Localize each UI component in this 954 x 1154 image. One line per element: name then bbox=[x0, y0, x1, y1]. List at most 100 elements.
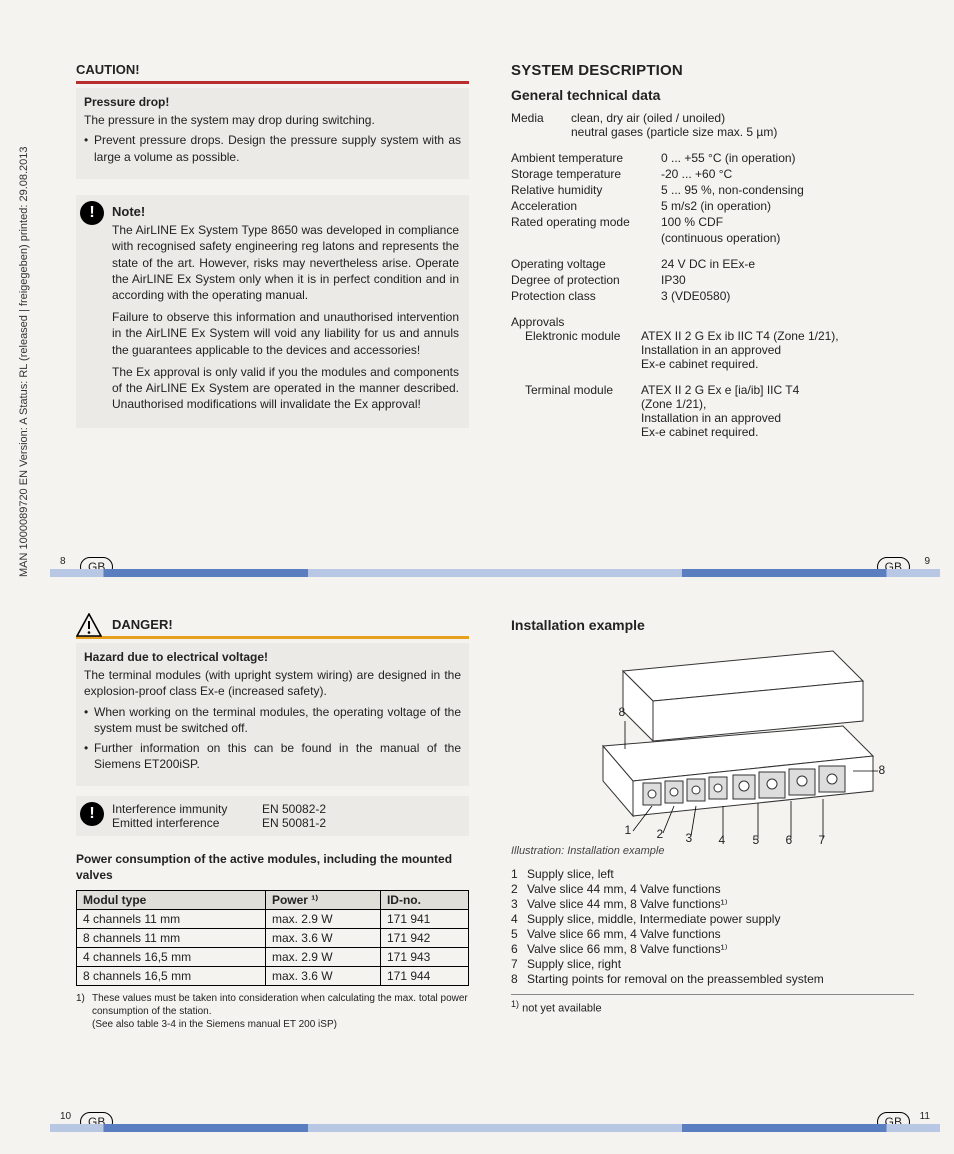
app2-v4: Ex-e cabinet required. bbox=[641, 425, 914, 439]
page-9: SYSTEM DESCRIPTION General technical dat… bbox=[495, 22, 940, 577]
exclamation-icon: ! bbox=[80, 802, 104, 826]
caution-line1: The pressure in the system may drop duri… bbox=[84, 112, 461, 128]
danger-sub: Hazard due to electrical voltage! bbox=[84, 649, 461, 665]
spec-key: Degree of protection bbox=[511, 273, 661, 287]
table-cell: max. 3.6 W bbox=[265, 928, 380, 947]
illus-label-4: 4 bbox=[719, 833, 726, 847]
install-foot: not yet available bbox=[522, 1003, 602, 1015]
table-header: ID-no. bbox=[380, 890, 468, 909]
table-cell: 171 943 bbox=[380, 947, 468, 966]
legend-item: 5Valve slice 66 mm, 4 Valve functions bbox=[511, 927, 914, 941]
installation-illustration: 8 1 2 3 4 5 6 7 8 bbox=[533, 641, 893, 841]
interf-r1v: EN 50082-2 bbox=[262, 802, 326, 816]
legend-item: 7Supply slice, right bbox=[511, 957, 914, 971]
footnote-rule bbox=[511, 994, 914, 995]
note-title: Note! bbox=[112, 203, 459, 221]
table-cell: 171 942 bbox=[380, 928, 468, 947]
table-header: Modul type bbox=[77, 890, 266, 909]
app1-k: Elektronic module bbox=[525, 329, 641, 371]
install-foot-marker: 1) bbox=[511, 999, 519, 1009]
app1-v3: Ex-e cabinet required. bbox=[641, 357, 914, 371]
caution-box: Pressure drop! The pressure in the syste… bbox=[76, 88, 469, 179]
danger-b2: Further information on this can be found… bbox=[84, 740, 461, 772]
app2-v1: ATEX II 2 G Ex e [ia/ib] IIC T4 bbox=[641, 383, 914, 397]
power-table: Modul typePower ¹⁾ID-no. 4 channels 11 m… bbox=[76, 890, 469, 986]
page-11: Installation example bbox=[495, 577, 940, 1132]
legend-item: 8Starting points for removal on the prea… bbox=[511, 972, 914, 986]
exclamation-icon: ! bbox=[80, 201, 104, 225]
pwr-title: Power consumption of the active modules,… bbox=[76, 852, 469, 883]
sysdesc-h1: SYSTEM DESCRIPTION bbox=[511, 62, 914, 79]
table-row: 4 channels 16,5 mmmax. 2.9 W171 943 bbox=[77, 947, 469, 966]
legend-item: 6Valve slice 66 mm, 8 Valve functions¹⁾ bbox=[511, 942, 914, 956]
warning-triangle-icon bbox=[76, 613, 102, 637]
illus-caption: Illustration: Installation example bbox=[511, 845, 914, 857]
spec-val: 5 ... 95 %, non-condensing bbox=[661, 183, 914, 197]
illus-label-3: 3 bbox=[686, 831, 693, 845]
page-number: 11 bbox=[920, 1111, 930, 1122]
illus-label-6: 6 bbox=[786, 833, 793, 847]
table-cell: 8 channels 11 mm bbox=[77, 928, 266, 947]
caution-rule bbox=[76, 81, 469, 84]
spec-key: Rated operating mode bbox=[511, 215, 661, 229]
footer-bar bbox=[495, 569, 940, 577]
spec-key: Acceleration bbox=[511, 199, 661, 213]
table-row: 8 channels 11 mmmax. 3.6 W171 942 bbox=[77, 928, 469, 947]
app2-v3: Installation in an approved bbox=[641, 411, 914, 425]
spec-key: Ambient temperature bbox=[511, 151, 661, 165]
danger-line1: The terminal modules (with upright syste… bbox=[84, 667, 461, 699]
note-p2: Failure to observe this information and … bbox=[112, 309, 459, 358]
media-v2: neutral gases (particle size max. 5 µm) bbox=[571, 125, 914, 139]
table-cell: 4 channels 11 mm bbox=[77, 909, 266, 928]
interf-r1k: Interference immunity bbox=[112, 802, 262, 816]
interference-box: ! Interference immunityEN 50082-2 Emitte… bbox=[76, 796, 469, 836]
spec-key bbox=[511, 231, 661, 245]
page-8: CAUTION! Pressure drop! The pressure in … bbox=[50, 22, 495, 577]
spec-val: 0 ... +55 °C (in operation) bbox=[661, 151, 914, 165]
legend-item: 4Supply slice, middle, Intermediate powe… bbox=[511, 912, 914, 926]
app2-v2: (Zone 1/21), bbox=[641, 397, 914, 411]
caution-title: CAUTION! bbox=[76, 62, 469, 77]
interf-r2k: Emitted interference bbox=[112, 816, 262, 830]
table-cell: 4 channels 16,5 mm bbox=[77, 947, 266, 966]
spec-val: 24 V DC in EEx-e bbox=[661, 257, 914, 271]
table-row: 4 channels 11 mmmax. 2.9 W171 941 bbox=[77, 909, 469, 928]
spec-val: 100 % CDF bbox=[661, 215, 914, 229]
page-number: 9 bbox=[924, 556, 930, 567]
table-cell: 171 944 bbox=[380, 966, 468, 985]
footer-bar bbox=[50, 1124, 495, 1132]
spec-val: IP30 bbox=[661, 273, 914, 287]
app1-v2: Installation in an approved bbox=[641, 343, 914, 357]
sysdesc-h2: General technical data bbox=[511, 87, 914, 103]
spec-val: 3 (VDE0580) bbox=[661, 289, 914, 303]
spec-key: Protection class bbox=[511, 289, 661, 303]
table-cell: max. 2.9 W bbox=[265, 947, 380, 966]
spec-key: Storage temperature bbox=[511, 167, 661, 181]
media-label: Media bbox=[511, 111, 571, 139]
danger-rule bbox=[76, 636, 469, 639]
approvals-label: Approvals bbox=[511, 315, 914, 329]
note-box: ! Note! The AirLINE Ex System Type 8650 … bbox=[76, 195, 469, 429]
table-header: Power ¹⁾ bbox=[265, 890, 380, 909]
table-cell: 171 941 bbox=[380, 909, 468, 928]
page-number: 8 bbox=[60, 556, 66, 567]
danger-title: DANGER! bbox=[112, 617, 469, 632]
app1-v1: ATEX II 2 G Ex ib IIC T4 (Zone 1/21), bbox=[641, 329, 914, 343]
danger-b1: When working on the terminal modules, th… bbox=[84, 704, 461, 736]
legend-item: 2Valve slice 44 mm, 4 Valve functions bbox=[511, 882, 914, 896]
illus-label-7: 7 bbox=[819, 833, 826, 847]
interf-r2v: EN 50081-2 bbox=[262, 816, 326, 830]
illus-label-5: 5 bbox=[753, 833, 760, 847]
table-row: 8 channels 16,5 mmmax. 3.6 W171 944 bbox=[77, 966, 469, 985]
illus-label-8a: 8 bbox=[619, 705, 626, 719]
table-cell: 8 channels 16,5 mm bbox=[77, 966, 266, 985]
page-number: 10 bbox=[60, 1111, 71, 1122]
caution-bullet: Prevent pressure drops. Design the press… bbox=[84, 132, 461, 164]
table-cell: max. 3.6 W bbox=[265, 966, 380, 985]
footer-bar bbox=[50, 569, 495, 577]
note-p3: The Ex approval is only valid if you the… bbox=[112, 364, 459, 413]
spec-key: Relative humidity bbox=[511, 183, 661, 197]
app2-k: Terminal module bbox=[525, 383, 641, 439]
spec-key: Operating voltage bbox=[511, 257, 661, 271]
spec-val: -20 ... +60 °C bbox=[661, 167, 914, 181]
